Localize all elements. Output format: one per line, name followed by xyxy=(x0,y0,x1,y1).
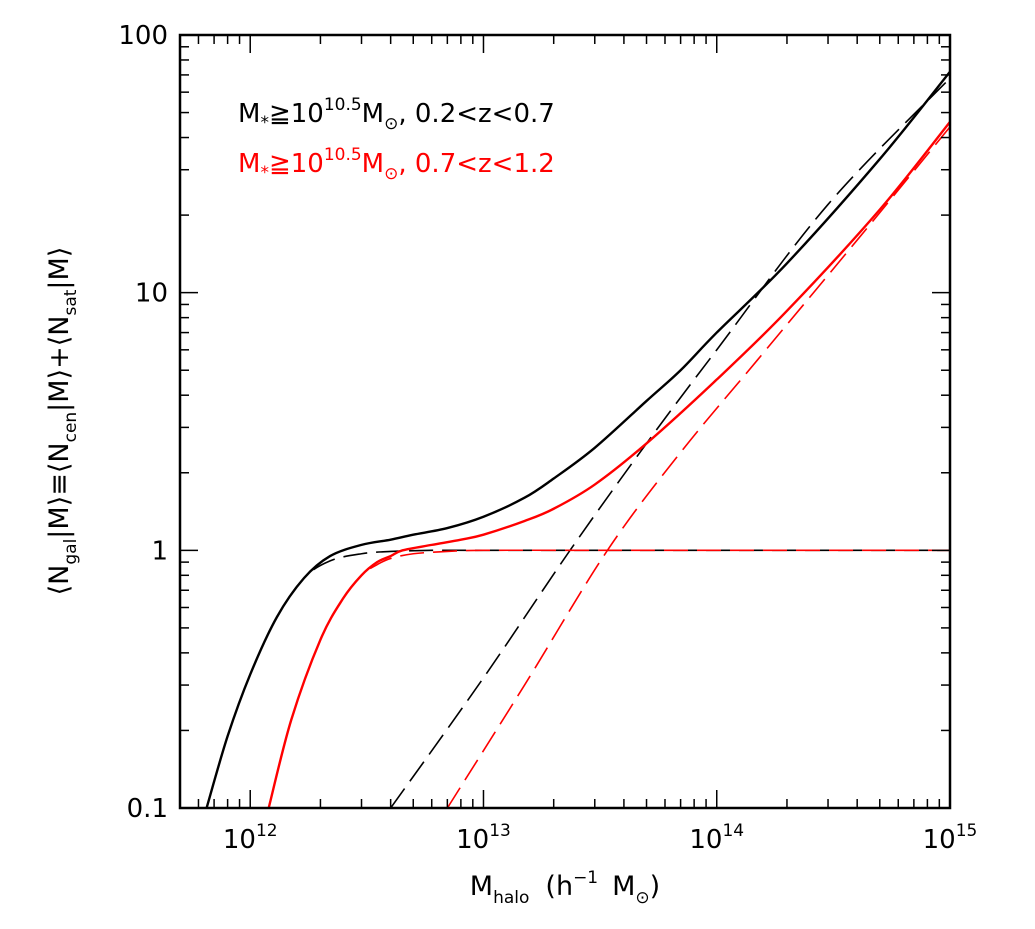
series-line-3 xyxy=(267,121,950,808)
series-line-4 xyxy=(267,549,950,808)
legend-entry-black: M*≧1010.5M⊙, 0.2<z<0.7 xyxy=(238,95,555,134)
x-tick-labels: 1012 1013 1014 1015 xyxy=(223,821,978,855)
y-axis-label: ⟨Ngal|M⟩≡⟨Ncen|M⟩+⟨Nsat|M⟩ xyxy=(44,247,81,596)
series-line-0 xyxy=(205,71,950,808)
legend-entry-red: M*≧1010.5M⊙, 0.7<z<1.2 xyxy=(238,145,555,184)
y-tick-label: 10 xyxy=(135,279,168,309)
y-tick-label: 0.1 xyxy=(127,794,168,824)
axis-ticks xyxy=(179,35,950,809)
y-tick-label: 1 xyxy=(151,536,168,566)
series-line-5 xyxy=(446,126,950,808)
x-tick-label: 1013 xyxy=(456,821,511,855)
plot-frame xyxy=(178,33,952,810)
series-line-2 xyxy=(390,77,950,808)
y-tick-labels: 0.1 1 10 100 xyxy=(118,21,168,824)
x-tick-label: 1012 xyxy=(223,821,278,855)
chart-curves xyxy=(205,71,950,808)
x-tick-label: 1015 xyxy=(923,821,978,855)
x-tick-label: 1014 xyxy=(689,821,744,855)
y-tick-label: 100 xyxy=(118,21,168,51)
x-axis-label: Mhalo (h−1 M⊙) xyxy=(470,868,660,908)
series-line-1 xyxy=(205,549,950,808)
